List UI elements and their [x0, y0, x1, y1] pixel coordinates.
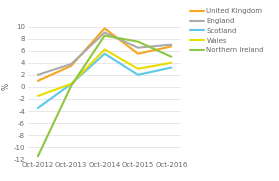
Wales — [136, 68, 140, 70]
Line: Wales: Wales — [38, 49, 171, 96]
United Kingdom — [69, 65, 73, 67]
Northern Ireland — [36, 155, 40, 157]
Scotland — [170, 66, 173, 69]
Scotland — [136, 74, 140, 76]
England — [69, 63, 73, 65]
England — [170, 44, 173, 46]
Northern Ireland — [136, 41, 140, 43]
Line: England: England — [38, 33, 171, 75]
Line: United Kingdom: United Kingdom — [38, 28, 171, 81]
Wales — [103, 48, 106, 50]
Northern Ireland — [170, 56, 173, 58]
Scotland — [69, 83, 73, 85]
United Kingdom — [136, 53, 140, 55]
Wales — [170, 62, 173, 64]
Y-axis label: %: % — [2, 83, 11, 90]
Wales — [69, 83, 73, 85]
England — [36, 74, 40, 76]
Scotland — [103, 53, 106, 55]
Northern Ireland — [69, 85, 73, 87]
United Kingdom — [170, 45, 173, 48]
United Kingdom — [36, 80, 40, 82]
Northern Ireland — [103, 35, 106, 37]
Line: Scotland: Scotland — [38, 54, 171, 108]
Wales — [36, 95, 40, 97]
Line: Northern Ireland: Northern Ireland — [38, 36, 171, 156]
United Kingdom — [103, 27, 106, 30]
England — [103, 31, 106, 34]
Legend: United Kingdom, England, Scotland, Wales, Northern Ireland: United Kingdom, England, Scotland, Wales… — [187, 5, 267, 56]
England — [136, 47, 140, 49]
Scotland — [36, 107, 40, 109]
